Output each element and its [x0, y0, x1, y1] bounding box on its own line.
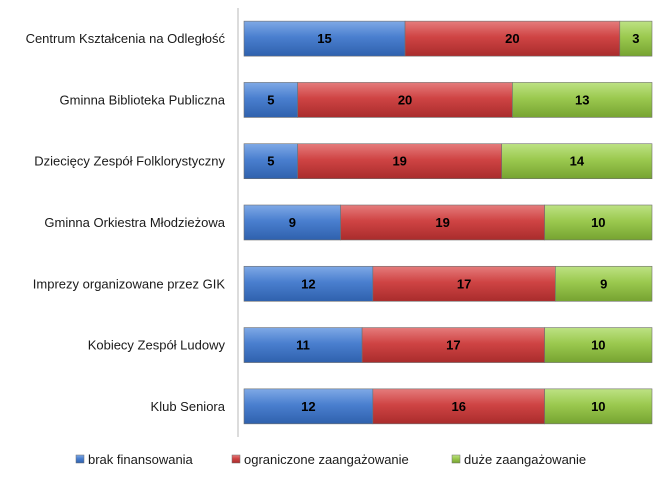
bar-segment [243, 327, 363, 363]
data-label: 10 [591, 215, 605, 230]
category-labels: Centrum Kształcenia na Odległość Gminna B… [26, 31, 226, 414]
bar-segment [372, 265, 556, 302]
data-label: 10 [591, 399, 605, 414]
bar-segment [501, 143, 653, 180]
data-label: 17 [457, 276, 471, 291]
category-label: Dziecięcy Zespół Folklorystyczny [34, 154, 225, 169]
bar-segment [404, 20, 621, 57]
bars: 15 20 3 5 20 13 5 19 14 9 19 10 12 17 9 11 17 10 12 16 10 [243, 20, 653, 425]
data-label: 9 [289, 215, 296, 230]
data-label: 17 [446, 338, 460, 353]
category-label: Gminna Orkiestra Młodzieżowa [44, 215, 225, 230]
data-label: 20 [398, 92, 412, 107]
data-label: 16 [452, 399, 466, 414]
category-label: Gminna Biblioteka Publiczna [60, 92, 226, 107]
bar-segment [544, 204, 653, 241]
bar-segment [544, 388, 653, 425]
category-label: Klub Seniora [151, 399, 226, 414]
bar-segment [243, 204, 341, 241]
category-label: Imprezy organizowane przez GIK [33, 276, 226, 291]
bar-segment [544, 327, 653, 363]
bar-segment [243, 20, 406, 57]
bar-segment [512, 82, 653, 118]
bar-segment [619, 20, 653, 57]
data-label: 11 [296, 338, 310, 353]
category-label: Kobiecy Zespół Ludowy [88, 338, 226, 353]
bar-segment [297, 143, 502, 180]
data-label: 13 [575, 92, 589, 107]
data-label: 14 [570, 154, 585, 169]
data-label: 9 [600, 276, 607, 291]
data-label: 10 [591, 338, 605, 353]
data-label: 15 [317, 31, 331, 46]
data-label: 5 [267, 154, 274, 169]
bar-segment [361, 327, 545, 363]
data-label: 12 [301, 399, 315, 414]
bar-segment [243, 388, 374, 425]
bar-segment [372, 388, 545, 425]
data-label: 3 [632, 31, 639, 46]
data-label: 19 [392, 154, 406, 169]
bar-segment [243, 265, 374, 302]
legend-swatch [231, 454, 241, 464]
legend-label: brak finansowania [88, 452, 194, 467]
legend-label: ograniczone zaangażowanie [244, 452, 409, 467]
legend: brak finansowania ograniczone zaangażowan… [75, 452, 586, 467]
data-label: 5 [267, 92, 274, 107]
legend-swatch [75, 454, 85, 464]
bar-segment [340, 204, 545, 241]
category-label: Centrum Kształcenia na Odległość [26, 31, 226, 46]
legend-label: duże zaangażowanie [464, 452, 586, 467]
bar-segment [555, 265, 653, 302]
data-label: 12 [301, 276, 315, 291]
legend-swatch [451, 454, 461, 464]
data-label: 20 [505, 31, 519, 46]
data-label: 19 [435, 215, 449, 230]
